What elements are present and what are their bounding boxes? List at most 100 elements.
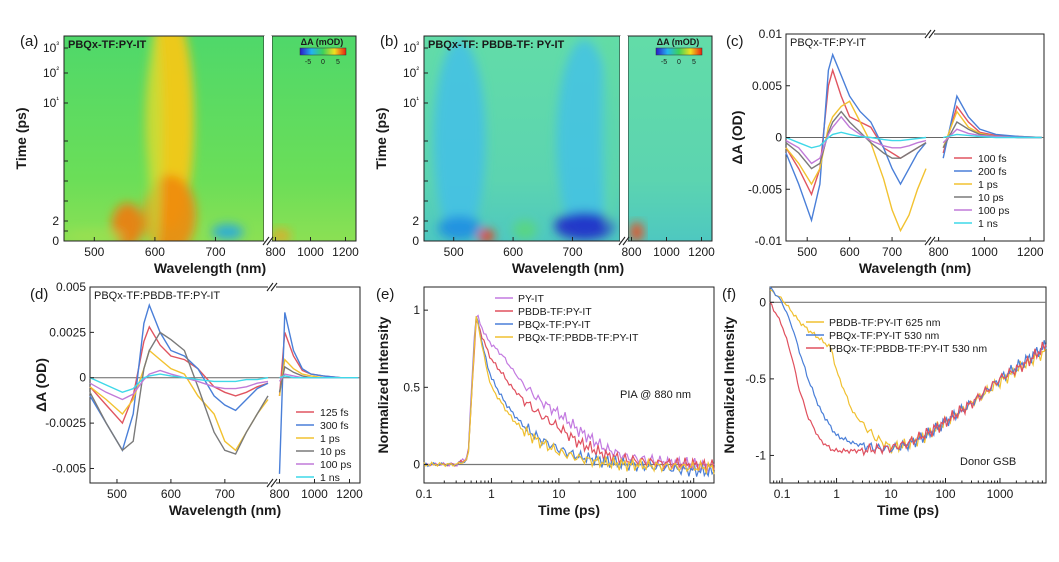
kinetics-e-ytick-label: 1 <box>413 303 420 317</box>
kinetics-e-xtick-label: 0.1 <box>416 487 433 501</box>
spectra-c-xtick-label: 500 <box>797 245 817 259</box>
spectra-d-ytick-label: 0.005 <box>56 280 86 294</box>
heatmap-b-xlabel: Wavelength (nm) <box>512 260 624 276</box>
spectra-c-series-line <box>942 128 1042 144</box>
heatmap-blob <box>437 216 482 240</box>
tick-exponent: ³ <box>416 40 419 49</box>
colorbar-tick: -5 <box>661 59 667 66</box>
spectra-d-series-line <box>278 312 359 474</box>
spectra-d-series-line <box>89 349 269 452</box>
spectra-d-legend-label: 125 fs <box>320 407 349 419</box>
spectra-d-xtick-label: 500 <box>107 487 127 501</box>
heatmap-blob <box>602 36 615 230</box>
spectra-c-series-line <box>785 100 927 233</box>
tick-exponent: ¹ <box>416 95 419 104</box>
heatmap-blob <box>629 222 644 241</box>
heatmap-b-ytick-label: 10² <box>403 65 419 80</box>
kinetics-f-frame <box>769 286 1047 484</box>
tick-exponent: ² <box>56 65 59 74</box>
spectra-d-series-line <box>89 369 269 401</box>
kinetics-f-legend-label: PBQx-TF:PBDB-TF:PY-IT 530 nm <box>829 343 987 355</box>
tick-exponent: ³ <box>56 40 59 49</box>
kinetics-f-ytick-label: -0.5 <box>745 372 766 386</box>
heatmap-a-xtick-label: 600 <box>145 245 165 259</box>
spectra-d-xtick-label: 1200 <box>336 487 363 501</box>
spectra-c-ytick-label: 0 <box>775 131 782 145</box>
kinetics-f-xtick-label: 1 <box>833 487 840 501</box>
kinetics-f-xtick-label: 0.1 <box>774 487 791 501</box>
heatmap-blob <box>211 224 244 240</box>
kinetics-f-series-line <box>769 289 1047 454</box>
spectra-c-break-top <box>924 29 936 39</box>
kinetics-e-xtick-label: 1000 <box>680 487 707 501</box>
spectra-d-ytick-label: -0.0025 <box>45 416 86 430</box>
spectra-c-ytick-label: -0.005 <box>748 182 782 196</box>
spectra-d-break-top <box>266 282 278 292</box>
spectra-c-legend-label: 1 ns <box>978 218 998 230</box>
heatmap-a-title: PBQx-TF:PY-IT <box>68 39 147 51</box>
kinetics-e-xtick-label: 1 <box>488 487 495 501</box>
heatmap-b-features <box>629 222 644 241</box>
spectra-c-legend-label: 200 fs <box>978 166 1007 178</box>
heatmap-a-xtick-label: 1000 <box>297 245 324 259</box>
heatmap-b-ytick-label: 0 <box>412 234 419 248</box>
heatmap-b-xtick-label: 1200 <box>688 245 715 259</box>
spectra-c-ytick-label: -0.01 <box>755 234 783 248</box>
heatmap-b-xtick-label: 1000 <box>653 245 680 259</box>
spectra-c-legend-label: 10 ps <box>978 192 1004 204</box>
heatmap-b-bg <box>628 36 712 241</box>
colorbar <box>655 47 703 56</box>
spectra-c-xtick-label: 600 <box>840 245 860 259</box>
tick-exponent: ¹ <box>56 95 59 104</box>
heatmap-a-ytick-label: 10² <box>43 65 59 80</box>
heatmap-blob <box>556 40 613 240</box>
heatmap-b-xtick-label: 500 <box>444 245 464 259</box>
panel-label-f: (f) <box>722 286 736 303</box>
heatmap-b-features <box>433 36 615 241</box>
colorbar-tick: 5 <box>336 59 340 66</box>
spectra-c-break-bottom <box>924 236 936 246</box>
spectra-c-xtick-label: 700 <box>882 245 902 259</box>
heatmap-blob <box>111 203 144 241</box>
kinetics-f-ylabel: Normalized Intensity <box>721 316 737 453</box>
panel-label-c: (c) <box>726 33 744 50</box>
spectra-d-legend-label: 1 ns <box>320 472 340 484</box>
heatmap-a-ytick-label: 10³ <box>43 40 59 55</box>
spectra-c-xlabel: Wavelength (nm) <box>859 260 971 276</box>
kinetics-f-ytick-label: -1 <box>755 448 766 462</box>
spectra-d-xtick-label: 800 <box>269 487 289 501</box>
spectra-c-xtick-label: 800 <box>929 245 949 259</box>
spectra-d-series-line <box>89 302 269 453</box>
spectra-d-xtick-label: 600 <box>161 487 181 501</box>
heatmap-blob <box>147 36 162 241</box>
colorbar-tick: 0 <box>321 59 325 66</box>
heatmap-a-ylabel: Time (ps) <box>13 108 29 170</box>
spectra-d-legend-label: 10 ps <box>320 446 346 458</box>
axis-break-mark <box>262 236 274 246</box>
colorbar-tick: -5 <box>305 59 311 66</box>
heatmap-a-features <box>64 36 244 241</box>
kinetics-f-xlabel: Time (ps) <box>877 502 939 518</box>
panel-label-e: (e) <box>376 286 394 303</box>
spectra-d-frame-right <box>276 286 361 484</box>
spectra-c-legend-label: 1 ps <box>978 179 998 191</box>
colorbar <box>299 47 347 56</box>
colorbar-label: ΔA (mOD) <box>657 37 700 47</box>
kinetics-f-xtick-label: 100 <box>935 487 955 501</box>
spectra-d-series-line <box>278 365 359 393</box>
spectra-d-series-line <box>89 373 269 394</box>
spectra-d-title: PBQx-TF:PBDB-TF:PY-IT <box>94 290 220 302</box>
kinetics-e-legend-label: PBQx-TF:PBDB-TF:PY-IT <box>518 332 639 344</box>
axis-break-gap <box>620 36 628 241</box>
spectra-d-xlabel: Wavelength (nm) <box>169 502 281 518</box>
spectra-c-legend-label: 100 fs <box>978 153 1007 165</box>
heatmap-blob <box>433 40 486 240</box>
spectra-d-ylabel: ΔA (OD) <box>33 358 49 412</box>
spectra-c-ylabel: ΔA (OD) <box>729 111 745 165</box>
spectra-d-ytick-label: 0.0025 <box>49 325 86 339</box>
spectra-d-frame-left <box>89 286 268 484</box>
spectra-d-series-line <box>89 325 269 425</box>
heatmap-b-ytick-label: 2 <box>412 214 419 228</box>
heatmap-a-ytick-label: 2 <box>52 214 59 228</box>
kinetics-e-xlabel: Time (ps) <box>538 502 600 518</box>
